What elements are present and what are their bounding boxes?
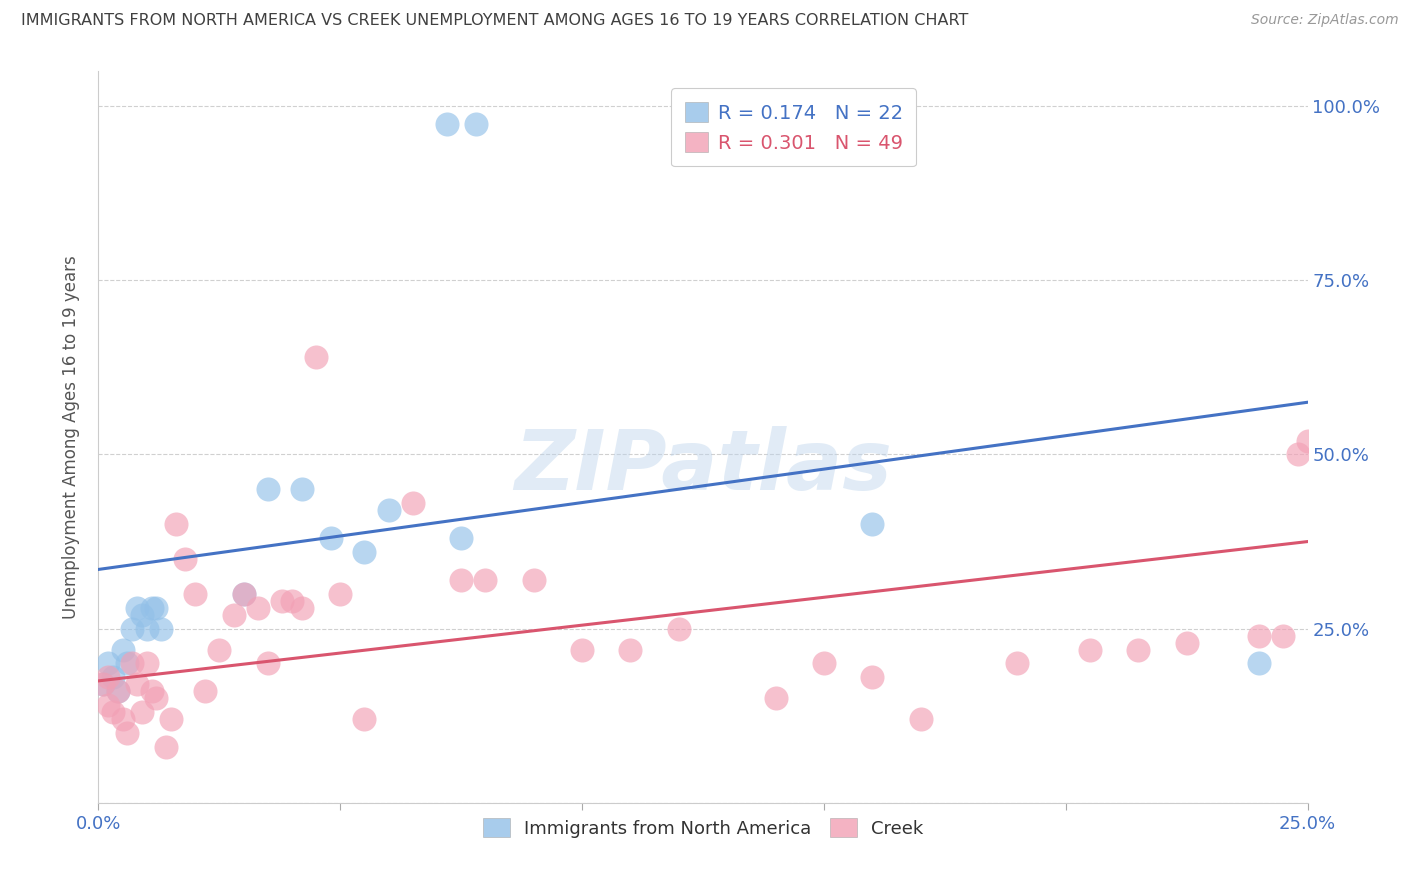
Point — [107, 684, 129, 698]
Point — [121, 622, 143, 636]
Point — [174, 552, 197, 566]
Point — [145, 600, 167, 615]
Point — [436, 117, 458, 131]
Point — [523, 573, 546, 587]
Point — [474, 573, 496, 587]
Point — [127, 600, 149, 615]
Point — [1128, 642, 1150, 657]
Point — [450, 531, 472, 545]
Legend: Immigrants from North America, Creek: Immigrants from North America, Creek — [475, 811, 931, 845]
Point — [232, 587, 254, 601]
Point — [208, 642, 231, 657]
Point — [450, 573, 472, 587]
Point — [165, 517, 187, 532]
Y-axis label: Unemployment Among Ages 16 to 19 years: Unemployment Among Ages 16 to 19 years — [62, 255, 80, 619]
Point — [464, 117, 486, 131]
Point — [619, 642, 641, 657]
Point — [160, 712, 183, 726]
Point — [271, 594, 294, 608]
Point — [1296, 434, 1319, 448]
Point — [97, 698, 120, 713]
Point — [131, 705, 153, 719]
Point — [402, 496, 425, 510]
Point — [101, 705, 124, 719]
Point — [111, 712, 134, 726]
Point — [117, 726, 139, 740]
Point — [232, 587, 254, 601]
Point — [290, 600, 312, 615]
Point — [145, 691, 167, 706]
Point — [107, 684, 129, 698]
Point — [135, 657, 157, 671]
Text: ZIPatlas: ZIPatlas — [515, 425, 891, 507]
Point — [290, 483, 312, 497]
Point — [1272, 629, 1295, 643]
Point — [668, 622, 690, 636]
Point — [91, 677, 114, 691]
Text: Source: ZipAtlas.com: Source: ZipAtlas.com — [1251, 13, 1399, 28]
Point — [111, 642, 134, 657]
Point — [97, 657, 120, 671]
Point — [91, 677, 114, 691]
Point — [256, 657, 278, 671]
Point — [117, 657, 139, 671]
Point — [1249, 657, 1271, 671]
Point — [765, 691, 787, 706]
Point — [329, 587, 352, 601]
Point — [1286, 448, 1309, 462]
Point — [813, 657, 835, 671]
Point — [319, 531, 342, 545]
Point — [1078, 642, 1101, 657]
Point — [1175, 635, 1198, 649]
Point — [353, 545, 375, 559]
Point — [910, 712, 932, 726]
Point — [194, 684, 217, 698]
Point — [131, 607, 153, 622]
Point — [222, 607, 245, 622]
Point — [860, 670, 883, 684]
Point — [305, 350, 328, 364]
Point — [97, 670, 120, 684]
Point — [141, 600, 163, 615]
Point — [127, 677, 149, 691]
Point — [571, 642, 593, 657]
Point — [247, 600, 270, 615]
Point — [121, 657, 143, 671]
Point — [353, 712, 375, 726]
Point — [141, 684, 163, 698]
Text: IMMIGRANTS FROM NORTH AMERICA VS CREEK UNEMPLOYMENT AMONG AGES 16 TO 19 YEARS CO: IMMIGRANTS FROM NORTH AMERICA VS CREEK U… — [21, 13, 969, 29]
Point — [1007, 657, 1029, 671]
Point — [155, 740, 177, 755]
Point — [1249, 629, 1271, 643]
Point — [135, 622, 157, 636]
Point — [150, 622, 173, 636]
Point — [281, 594, 304, 608]
Point — [101, 670, 124, 684]
Point — [256, 483, 278, 497]
Point — [860, 517, 883, 532]
Point — [377, 503, 399, 517]
Point — [184, 587, 207, 601]
